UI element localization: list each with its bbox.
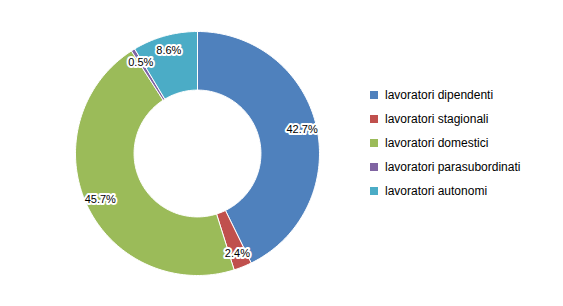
svg-text:2.4%: 2.4%: [225, 247, 250, 259]
svg-text:45.7%: 45.7%: [85, 193, 116, 205]
html-text:lavoratori stagionali: lavoratori stagionali: [385, 112, 489, 126]
svg-text:8.6%: 8.6%: [156, 44, 181, 56]
html-text:lavoratori domestici: lavoratori domestici: [385, 136, 489, 150]
html-text:lavoratori parasubordinati: lavoratori parasubordinati: [385, 160, 521, 174]
html-text:lavoratori autonomi: lavoratori autonomi: [385, 184, 488, 198]
html-text:lavoratori dipendenti: lavoratori dipendenti: [385, 88, 494, 102]
svg-text:0.5%: 0.5%: [128, 56, 153, 68]
svg-text:42.7%: 42.7%: [286, 123, 317, 135]
